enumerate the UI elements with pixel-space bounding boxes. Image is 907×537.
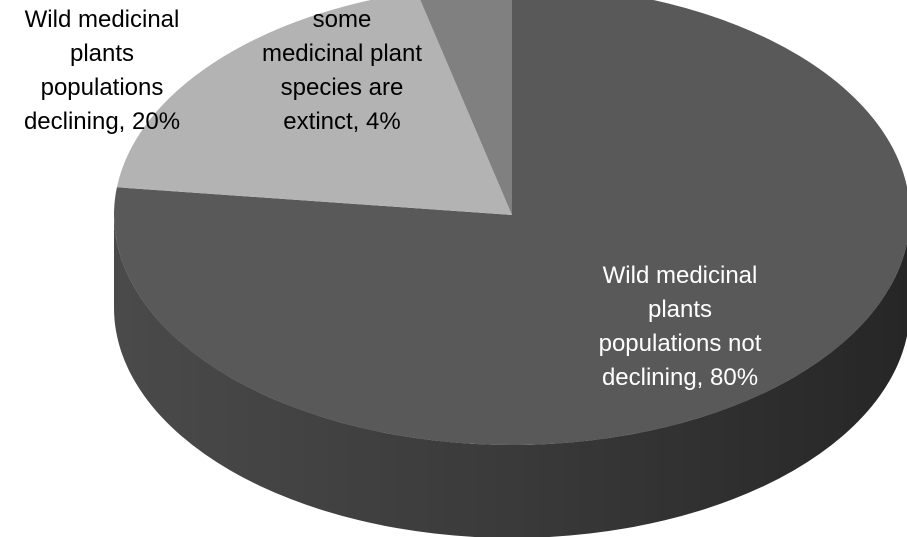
slice-label-line: populations not: [599, 330, 762, 357]
slice-label-line: species are: [281, 74, 404, 101]
slice-label-line: Wild medicinal: [25, 6, 180, 33]
slice-label-2: some medicinal plant species are extinct, 4…: [262, 6, 422, 135]
slice-labels: Wild medicinal plants populations not decli…: [24, 6, 762, 391]
pie-side-walls: [114, 215, 907, 537]
pie-side-wall: [114, 215, 907, 537]
pie-top-faces: [114, 0, 907, 445]
slice-label-1: Wild medicinal plants populations declining…: [24, 6, 180, 135]
slice-label-line: extinct, 4%: [283, 108, 400, 135]
slice-label-line: declining, 80%: [602, 364, 758, 391]
slice-label-line: some: [313, 6, 372, 33]
slice-label-line: plants: [648, 296, 712, 323]
slice-label-line: declining, 20%: [24, 108, 180, 135]
slice-label-line: populations: [41, 74, 164, 101]
slice-label-0: Wild medicinal plants populations not decli…: [599, 262, 762, 391]
pie-slice-2: [420, 0, 512, 215]
slice-label-line: medicinal plant: [262, 40, 422, 67]
slice-label-line: Wild medicinal: [603, 262, 758, 289]
pie-slice-1: [116, 0, 512, 215]
pie-slice-0: [114, 0, 907, 445]
slice-label-line: plants: [70, 40, 134, 67]
